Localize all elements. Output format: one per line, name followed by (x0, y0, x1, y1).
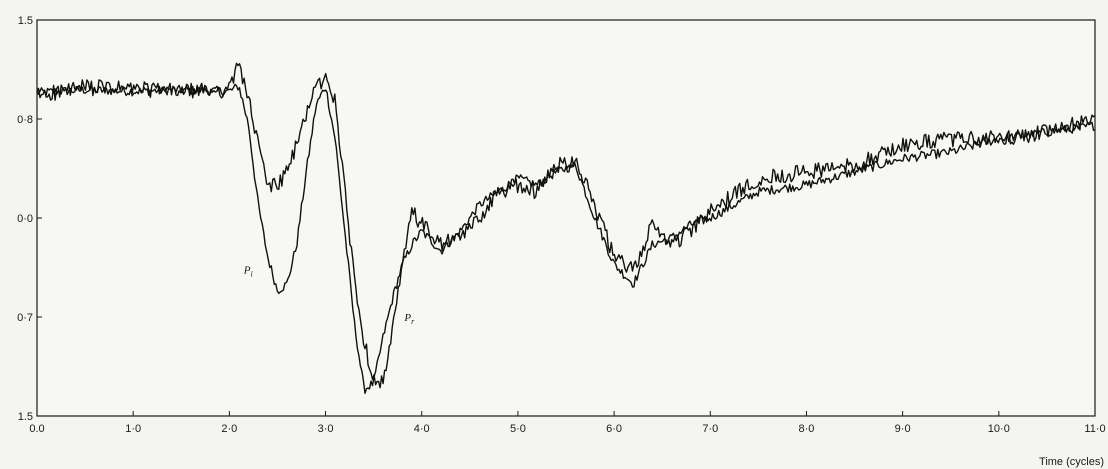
y-tick-label: 0·7 (17, 312, 33, 324)
y-tick-label: 1.5 (18, 15, 33, 27)
x-tick-label: 6·0 (606, 423, 622, 435)
plot-frame (36, 19, 1096, 417)
y-axis: 1.5 0·8 0·0 0·7 1.5 (17, 15, 42, 423)
x-tick-label: 9·0 (895, 423, 911, 435)
series-line-pr (36, 62, 1096, 389)
y-tick-label: 1.5 (18, 411, 33, 423)
x-tick-label: 1·0 (125, 423, 141, 435)
series-label-subscript: r (411, 317, 415, 326)
y-tick-label: 0·0 (17, 213, 33, 225)
x-tick-label: 3·0 (318, 423, 334, 435)
x-tick-label: 0.0 (29, 423, 44, 435)
series-label-text: P (403, 312, 411, 324)
series-layer (36, 62, 1096, 394)
x-tick-label: 11·0 (1084, 423, 1105, 435)
x-tick-label: 5·0 (510, 423, 526, 435)
series-label-text: P (243, 264, 251, 276)
series-label-pi: Pi (243, 264, 253, 278)
x-tick-label: 2·0 (221, 423, 237, 435)
series-label-subscript: i (251, 269, 253, 278)
series-label-pr: Pr (403, 312, 415, 326)
x-tick-label: 10·0 (988, 423, 1010, 435)
x-axis-title: Time (cycles) (1039, 456, 1104, 468)
y-tick-label: 0·8 (17, 114, 33, 126)
x-tick-label: 7·0 (702, 423, 718, 435)
x-tick-label: 4·0 (414, 423, 430, 435)
x-tick-label: 8·0 (799, 423, 815, 435)
x-axis: 0.0 1·0 2·0 3·0 4·0 5·0 6·0 7·0 8·0 9·0 10·0 11·0 (29, 411, 1106, 435)
